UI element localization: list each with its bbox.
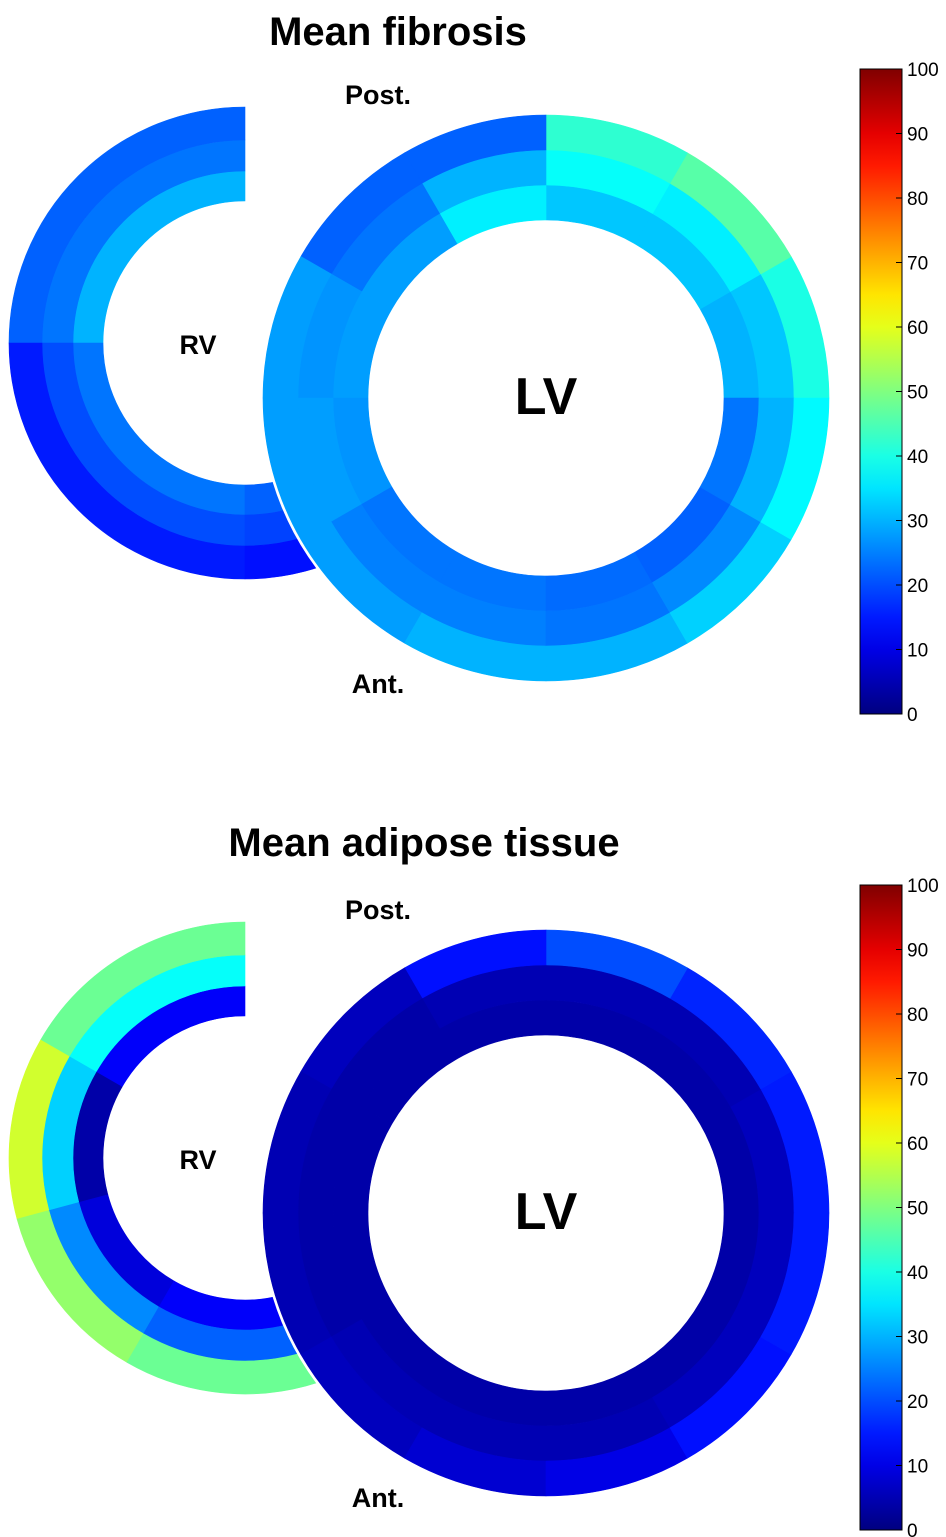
lv-label: LV <box>515 1183 578 1241</box>
colorbar-gradient <box>859 884 903 1531</box>
chart-title: Mean adipose tissue <box>228 821 619 865</box>
colorbar: 0 10 20 30 40 50 60 70 80 90 100 <box>859 60 939 726</box>
colorbar-tick-label: 0 <box>907 1521 918 1537</box>
colorbar: 0 10 20 30 40 50 60 70 80 90 100 <box>859 876 939 1537</box>
colorbar-tick-label: 90 <box>907 941 928 962</box>
colorbar-tick-label: 60 <box>907 318 928 339</box>
bullseye-rings <box>8 106 832 684</box>
colorbar-tick-label: 100 <box>907 60 939 81</box>
chart-title: Mean fibrosis <box>269 10 527 54</box>
colorbar-tick-label: 40 <box>907 447 928 468</box>
anterior-label: Ant. <box>352 669 404 699</box>
colorbar-tick-label: 0 <box>907 705 918 726</box>
colorbar-tick-label: 10 <box>907 641 928 662</box>
colorbar-tick-label: 50 <box>907 383 928 404</box>
lv-label: LV <box>515 368 578 426</box>
posterior-label: Post. <box>345 895 411 925</box>
fibrosis-panel: Mean fibrosis Post. Ant. RV LV 0 10 20 30 40… <box>8 10 939 726</box>
anterior-label: Ant. <box>352 1483 404 1513</box>
colorbar-tick-label: 50 <box>907 1199 928 1220</box>
colorbar-tick-label: 90 <box>907 125 928 146</box>
rv-label: RV <box>179 1145 216 1175</box>
posterior-label: Post. <box>345 80 411 110</box>
colorbar-tick-label: 20 <box>907 576 928 597</box>
colorbar-tick-label: 100 <box>907 876 939 897</box>
colorbar-tick-label: 20 <box>907 1392 928 1413</box>
colorbar-tick-label: 80 <box>907 189 928 210</box>
lv-segment <box>760 1212 830 1355</box>
colorbar-tick-label: 70 <box>907 254 928 275</box>
colorbar-tick-label: 80 <box>907 1005 928 1026</box>
colorbar-tick-label: 70 <box>907 1070 928 1091</box>
lv-segment <box>760 397 830 540</box>
bullseye-rings <box>8 921 832 1499</box>
colorbar-tick-label: 10 <box>907 1457 928 1478</box>
colorbar-tick-label: 30 <box>907 512 928 533</box>
colorbar-tick-label: 40 <box>907 1263 928 1284</box>
colorbar-gradient <box>859 68 903 715</box>
colorbar-tick-label: 60 <box>907 1134 928 1155</box>
adipose-panel: Mean adipose tissue Post. Ant. RV LV 0 10… <box>8 821 939 1537</box>
colorbar-tick-label: 30 <box>907 1328 928 1349</box>
rv-label: RV <box>179 330 216 360</box>
